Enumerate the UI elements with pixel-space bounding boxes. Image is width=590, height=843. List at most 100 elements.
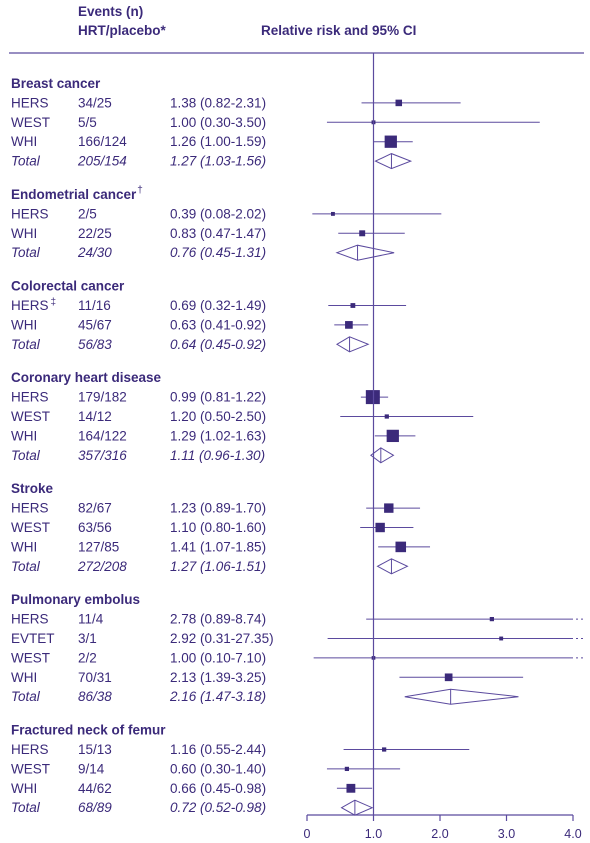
events-value: 34/25 — [78, 95, 112, 110]
point-estimate-marker — [359, 230, 366, 237]
point-estimate-marker — [375, 522, 385, 533]
rr-ci-value: 1.16 (0.55-2.44) — [170, 742, 266, 757]
point-estimate-marker — [499, 636, 504, 641]
study-label: WEST — [11, 409, 50, 424]
rr-ci-value: 0.83 (0.47-1.47) — [170, 226, 266, 241]
point-estimate-marker — [382, 747, 387, 752]
study-label: WEST — [11, 761, 50, 776]
study-label: Total — [11, 800, 41, 815]
events-value: 14/12 — [78, 409, 112, 424]
x-tick-label: 3.0 — [498, 827, 515, 841]
group-title: Breast cancer — [11, 76, 101, 91]
point-estimate-marker — [344, 766, 350, 772]
point-estimate-marker — [350, 303, 356, 308]
rr-ci-value: 1.27 (1.06-1.51) — [170, 559, 266, 574]
study-label: WHI — [11, 317, 37, 332]
events-value: 2/5 — [78, 206, 97, 221]
rr-ci-value: 1.23 (0.89-1.70) — [170, 501, 266, 516]
events-value: 63/56 — [78, 520, 112, 535]
x-tick-label: 2.0 — [431, 827, 448, 841]
x-axis: 0 1.0 2.0 3.0 4.0 — [304, 53, 582, 841]
events-value: 3/1 — [78, 631, 97, 646]
rr-ci-value: 0.60 (0.30-1.40) — [170, 761, 266, 776]
rr-ci-value: 0.72 (0.52-0.98) — [170, 800, 266, 815]
study-label: HERS — [11, 206, 49, 221]
events-value: 127/85 — [78, 539, 119, 554]
rr-ci-value: 1.00 (0.10-7.10) — [170, 650, 266, 665]
rr-ci-value: 1.10 (0.80-1.60) — [170, 520, 266, 535]
rr-ci-value: 0.66 (0.45-0.98) — [170, 781, 266, 796]
rr-ci-value: 2.92 (0.31-27.35) — [170, 631, 274, 646]
point-estimate-marker — [444, 673, 453, 682]
rr-ci-value: 1.27 (1.03-1.56) — [170, 154, 266, 169]
study-label: HERS — [11, 95, 49, 110]
events-header: Events (n) — [78, 4, 143, 19]
study-label: WHI — [11, 428, 37, 443]
events-value: 44/62 — [78, 781, 112, 796]
forest-rows: Breast cancer HERS 34/25 1.38 (0.82-2.31) WE… — [11, 76, 274, 815]
events-value: 70/31 — [78, 670, 112, 685]
pooled-diamond — [404, 688, 519, 705]
pooled-diamond — [340, 799, 374, 816]
study-label: WEST — [11, 115, 50, 130]
point-estimate-marker — [395, 541, 407, 553]
events-value: 82/67 — [78, 501, 112, 516]
pooled-diamond — [370, 447, 395, 464]
events-value: 15/13 — [78, 742, 112, 757]
study-label: HERS — [11, 612, 49, 627]
x-tick-label: 1.0 — [365, 827, 382, 841]
rr-ci-value: 1.41 (1.07-1.85) — [170, 539, 266, 554]
point-estimate-marker — [365, 390, 380, 405]
rr-ci-value: 2.16 (1.47-3.18) — [169, 689, 266, 704]
study-label: Total — [11, 154, 41, 169]
study-label: WHI — [11, 670, 37, 685]
study-label: HERS — [11, 390, 49, 405]
events-value: 5/5 — [78, 115, 97, 130]
rr-ci-value: 1.38 (0.82-2.31) — [170, 95, 266, 110]
events-value: 357/316 — [78, 448, 127, 463]
study-label: EVTET — [11, 631, 55, 646]
rr-ci-header: Relative risk and 95% CI — [261, 23, 416, 38]
point-estimate-marker — [346, 783, 356, 793]
rr-ci-value: 1.00 (0.30-3.50) — [170, 115, 266, 130]
study-label: WEST — [11, 650, 50, 665]
group-title: Colorectal cancer — [11, 279, 125, 294]
x-tick-label: 4.0 — [564, 827, 581, 841]
point-estimate-marker — [386, 429, 399, 443]
events-value: 166/124 — [78, 134, 127, 149]
study-label: HERS — [11, 501, 49, 516]
events-value: 2/2 — [78, 650, 97, 665]
forest-marks — [312, 99, 585, 816]
study-label: Total — [11, 337, 41, 352]
study-label: WHI — [11, 226, 37, 241]
pooled-diamond — [374, 153, 413, 170]
rr-ci-value: 0.69 (0.32-1.49) — [170, 298, 266, 313]
events-value: 11/4 — [78, 612, 104, 627]
study-label: Total — [11, 559, 41, 574]
events-value: 68/89 — [78, 800, 112, 815]
point-estimate-marker — [330, 211, 335, 216]
ratio-header: HRT/placebo* — [78, 23, 167, 38]
rr-ci-value: 1.11 (0.96-1.30) — [170, 448, 265, 463]
pooled-diamond — [335, 244, 395, 261]
point-estimate-marker — [384, 135, 397, 148]
events-value: 86/38 — [78, 689, 112, 704]
group-title: Endometrial cancer — [11, 187, 137, 202]
events-value: 22/25 — [78, 226, 112, 241]
group-footnote-mark: † — [137, 185, 143, 196]
rr-ci-value: 1.26 (1.00-1.59) — [170, 134, 266, 149]
events-value: 45/67 — [78, 317, 112, 332]
rr-ci-value: 2.78 (0.89-8.74) — [170, 612, 266, 627]
pooled-diamond — [335, 336, 370, 353]
rr-ci-value: 0.64 (0.45-0.92) — [170, 337, 266, 352]
point-estimate-marker — [384, 414, 389, 419]
x-tick-label: 0 — [304, 827, 311, 841]
study-label: WHI — [11, 134, 37, 149]
group-title: Coronary heart disease — [11, 370, 162, 385]
study-label: Total — [11, 689, 41, 704]
study-label: HERS — [11, 742, 49, 757]
point-estimate-marker — [345, 321, 353, 329]
point-estimate-marker — [489, 616, 494, 622]
rr-ci-value: 1.20 (0.50-2.50) — [170, 409, 266, 424]
group-title: Fractured neck of femur — [11, 723, 166, 738]
